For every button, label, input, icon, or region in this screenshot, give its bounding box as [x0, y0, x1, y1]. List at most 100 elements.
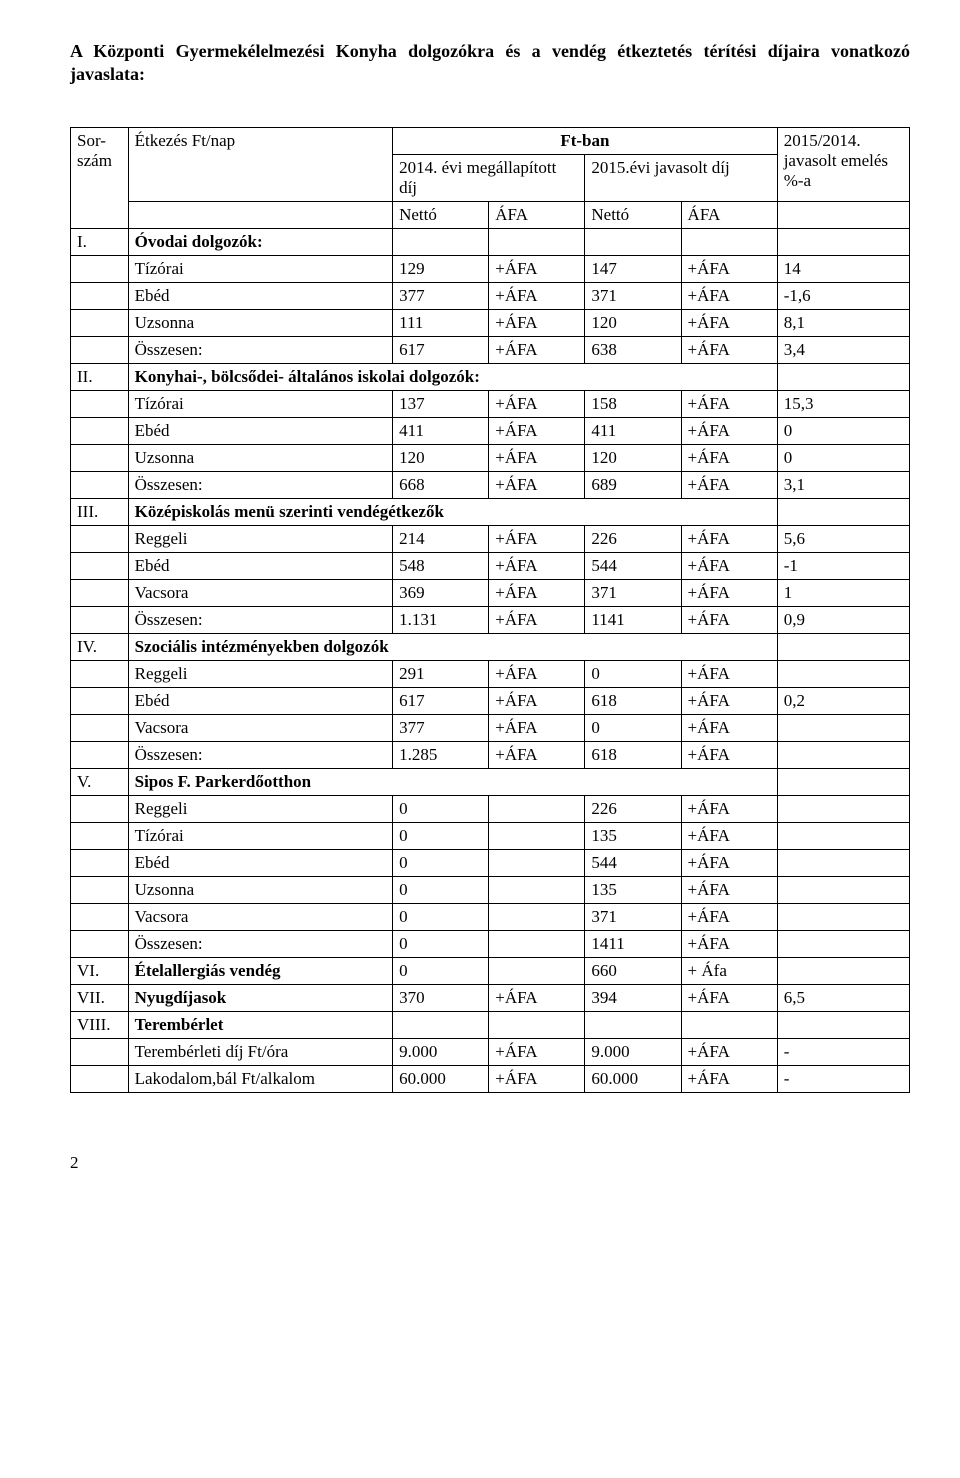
section-row: III. Középiskolás menü szerinti vendégét… — [71, 498, 910, 525]
cell — [489, 795, 585, 822]
cell: 668 — [393, 471, 489, 498]
cell: Ebéd — [128, 687, 392, 714]
cell: +ÁFA — [681, 471, 777, 498]
cell: +ÁFA — [681, 822, 777, 849]
cell: 638 — [585, 336, 681, 363]
cell: 9.000 — [585, 1038, 681, 1065]
header-sorszam: Sor-szám — [71, 127, 129, 228]
cell: Összesen: — [128, 606, 392, 633]
cell: 548 — [393, 552, 489, 579]
header-blank — [128, 201, 392, 228]
cell: 14 — [777, 255, 909, 282]
cell: Ebéd — [128, 849, 392, 876]
section-title: Szociális intézményekben dolgozók — [128, 633, 777, 660]
cell: +ÁFA — [681, 417, 777, 444]
cell: +ÁFA — [489, 1038, 585, 1065]
cell: -1,6 — [777, 282, 909, 309]
section-row: VII. Nyugdíjasok 370 +ÁFA 394 +ÁFA 6,5 — [71, 984, 910, 1011]
cell: 15,3 — [777, 390, 909, 417]
cell: +ÁFA — [489, 1065, 585, 1092]
cell: Uzsonna — [128, 876, 392, 903]
pricing-table: Sor-szám Étkezés Ft/nap Ft-ban 2015/2014… — [70, 127, 910, 1093]
cell: 0 — [393, 849, 489, 876]
cell — [777, 876, 909, 903]
table-row: Reggeli0226+ÁFA — [71, 795, 910, 822]
section-row: I. Óvodai dolgozók: — [71, 228, 910, 255]
cell: 0 — [393, 822, 489, 849]
cell: +ÁFA — [681, 795, 777, 822]
table-row: Ebéd0544+ÁFA — [71, 849, 910, 876]
cell: +ÁFA — [681, 336, 777, 363]
cell: 8,1 — [777, 309, 909, 336]
cell: 660 — [585, 957, 681, 984]
table-row: Összesen:1.285+ÁFA618+ÁFA — [71, 741, 910, 768]
header-2014: 2014. évi megállapított díj — [393, 154, 585, 201]
cell: +ÁFA — [489, 579, 585, 606]
cell: 0,2 — [777, 687, 909, 714]
cell: Tízórai — [128, 822, 392, 849]
cell: 111 — [393, 309, 489, 336]
cell: 377 — [393, 714, 489, 741]
table-row: Vacsora377+ÁFA0+ÁFA — [71, 714, 910, 741]
cell: 5,6 — [777, 525, 909, 552]
table-row: Terembérleti díj Ft/óra9.000+ÁFA9.000+ÁF… — [71, 1038, 910, 1065]
cell — [777, 957, 909, 984]
section-num: III. — [71, 498, 129, 525]
cell: +ÁFA — [489, 660, 585, 687]
table-row: Ebéd548+ÁFA544+ÁFA-1 — [71, 552, 910, 579]
cell: 544 — [585, 849, 681, 876]
cell: +ÁFA — [489, 444, 585, 471]
cell: +ÁFA — [681, 1038, 777, 1065]
table-row: Nettó ÁFA Nettó ÁFA — [71, 201, 910, 228]
section-title: Terembérlet — [128, 1011, 392, 1038]
cell: +ÁFA — [681, 687, 777, 714]
cell: Tízórai — [128, 255, 392, 282]
table-row: Összesen:01411+ÁFA — [71, 930, 910, 957]
section-title: Sipos F. Parkerdőotthon — [128, 768, 777, 795]
section-num: VIII. — [71, 1011, 129, 1038]
section-title: Középiskolás menü szerinti vendégétkezők — [128, 498, 777, 525]
cell: 135 — [585, 822, 681, 849]
cell: Összesen: — [128, 471, 392, 498]
table-row: Összesen:668+ÁFA689+ÁFA3,1 — [71, 471, 910, 498]
cell: 9.000 — [393, 1038, 489, 1065]
table-row: Összesen:617+ÁFA638+ÁFA3,4 — [71, 336, 910, 363]
cell: - — [777, 1065, 909, 1092]
section-row: V. Sipos F. Parkerdőotthon — [71, 768, 910, 795]
cell — [489, 903, 585, 930]
cell: +ÁFA — [489, 606, 585, 633]
table-row: Összesen:1.131+ÁFA1141+ÁFA0,9 — [71, 606, 910, 633]
cell: Összesen: — [128, 930, 392, 957]
table-row: Lakodalom,bál Ft/alkalom60.000+ÁFA60.000… — [71, 1065, 910, 1092]
cell — [489, 876, 585, 903]
cell: Uzsonna — [128, 309, 392, 336]
section-num: VI. — [71, 957, 129, 984]
cell: +ÁFA — [489, 525, 585, 552]
header-afa: ÁFA — [681, 201, 777, 228]
cell: 60.000 — [393, 1065, 489, 1092]
cell: +ÁFA — [681, 741, 777, 768]
cell: 129 — [393, 255, 489, 282]
cell: 377 — [393, 282, 489, 309]
section-row: VI. Ételallergiás vendég 0 660 + Áfa — [71, 957, 910, 984]
cell — [777, 903, 909, 930]
cell: +ÁFA — [681, 390, 777, 417]
cell: +ÁFA — [489, 390, 585, 417]
cell: +ÁFA — [681, 255, 777, 282]
header-netto: Nettó — [393, 201, 489, 228]
cell: +ÁFA — [489, 255, 585, 282]
cell — [489, 822, 585, 849]
cell: Ebéd — [128, 282, 392, 309]
cell: +ÁFA — [489, 417, 585, 444]
cell: Terembérleti díj Ft/óra — [128, 1038, 392, 1065]
section-title: Nyugdíjasok — [128, 984, 392, 1011]
cell: +ÁFA — [681, 984, 777, 1011]
cell: Reggeli — [128, 795, 392, 822]
cell: +ÁFA — [489, 714, 585, 741]
table-row: Uzsonna0135+ÁFA — [71, 876, 910, 903]
cell: +ÁFA — [489, 984, 585, 1011]
cell: Vacsora — [128, 903, 392, 930]
cell — [777, 795, 909, 822]
cell: 0 — [393, 957, 489, 984]
cell: 0 — [585, 660, 681, 687]
